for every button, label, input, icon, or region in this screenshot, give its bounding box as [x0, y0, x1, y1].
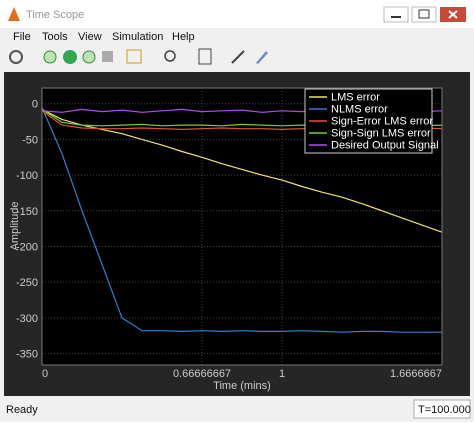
zoom-icon[interactable]	[164, 50, 176, 62]
settings-icon[interactable]	[9, 50, 23, 64]
step-forward-icon[interactable]	[82, 50, 96, 64]
y-tick-label: -300	[16, 313, 38, 325]
x-tick-label: 1	[279, 368, 285, 380]
time-text: T=100.000	[418, 404, 471, 416]
cursor-icon[interactable]	[231, 50, 245, 64]
status-text: Ready	[6, 404, 38, 416]
status-bar	[0, 398, 474, 422]
legend-label: Sign-Sign LMS error	[331, 128, 431, 140]
menu-item[interactable]: File	[13, 31, 31, 43]
legend-label: LMS error	[331, 92, 380, 104]
maximize-button[interactable]	[411, 6, 437, 23]
legend-label: NLMS error	[331, 104, 388, 116]
y-axis-label: Amplitude	[9, 202, 21, 251]
y-tick-label: -250	[16, 277, 38, 289]
toolbar	[9, 48, 268, 65]
plot: 0 -50 -100 -150 -200 -250 -300 -350 0 0.66666667 1…	[16, 88, 443, 380]
x-tick-label: 1.6666667	[390, 368, 442, 380]
style-icon[interactable]	[256, 51, 268, 64]
y-tick-label: -100	[16, 170, 38, 182]
y-tick-label: 0	[32, 99, 38, 111]
x-tick-label: 0.66666667	[173, 368, 231, 380]
series-line	[41, 107, 442, 333]
minimize-button[interactable]	[383, 6, 409, 23]
x-tick-label: 0	[42, 368, 48, 380]
menu-item[interactable]: Simulation	[112, 31, 163, 43]
menu-item[interactable]: Tools	[42, 31, 68, 43]
y-tick-label: -350	[16, 349, 38, 361]
series-line	[41, 108, 443, 233]
menu-item[interactable]: Help	[172, 31, 195, 43]
legend-label: Desired Output Signal	[331, 140, 439, 152]
legend-label: Sign-Error LMS error	[331, 116, 433, 128]
x-axis-label: Time (mins)	[213, 380, 271, 392]
window-title: Time Scope	[26, 9, 84, 21]
run-icon[interactable]	[63, 50, 77, 64]
menu-item[interactable]: View	[78, 31, 102, 43]
stop-icon[interactable]	[102, 51, 113, 62]
close-button[interactable]	[440, 7, 466, 22]
scale-icon[interactable]	[198, 48, 212, 65]
app-icon	[8, 7, 20, 21]
y-tick-label: -200	[16, 241, 38, 253]
time-box	[413, 399, 471, 419]
y-tick-label: -50	[22, 134, 38, 146]
menu-bar: File Tools View Simulation Help	[13, 31, 195, 43]
axes-box	[41, 87, 443, 366]
step-back-icon[interactable]	[43, 50, 57, 64]
y-tick-label: -150	[16, 206, 38, 218]
highlight-icon[interactable]	[126, 49, 142, 64]
